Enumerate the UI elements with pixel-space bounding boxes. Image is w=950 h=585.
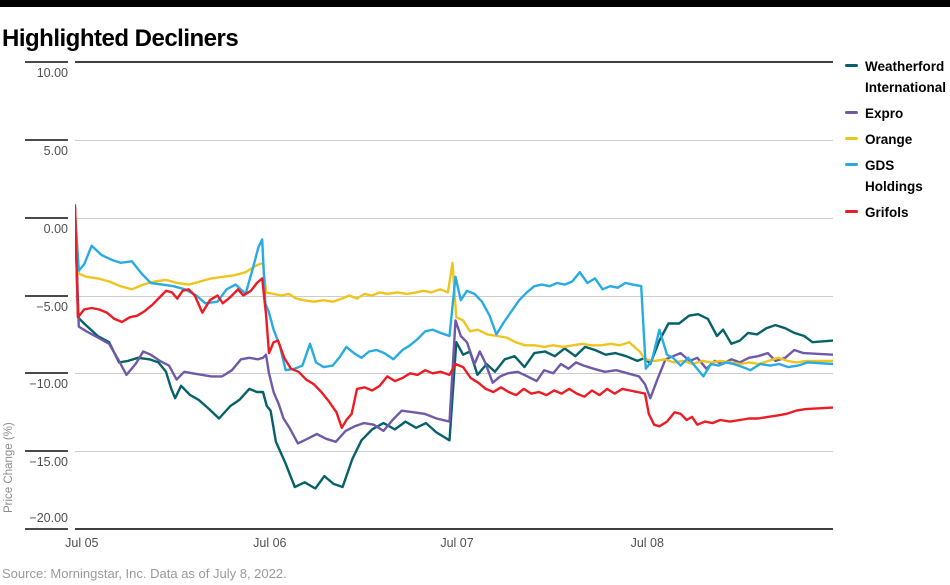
x-tick-label-jul-07: Jul 07 (440, 536, 474, 550)
x-tick-label-jul-08: Jul 08 (630, 536, 664, 550)
legend-label: Weatherford International (865, 59, 947, 95)
legend-item-expro: Expro (845, 103, 947, 124)
x-tick-label-jul-05: Jul 05 (65, 536, 99, 550)
y-tick-label-10: 10.00 (36, 66, 68, 80)
gridline--15 (75, 451, 833, 452)
y-tick-mark-10 (25, 61, 68, 63)
legend-swatch-icon (845, 111, 858, 114)
x-tick-label-jul-06: Jul 06 (253, 536, 287, 550)
gridline-10 (75, 61, 833, 63)
y-tick-mark--15 (25, 450, 68, 452)
y-tick-mark--20 (25, 528, 68, 530)
legend-label: Grifols (865, 205, 909, 220)
legend-swatch-icon (845, 210, 858, 213)
gridline--20 (75, 528, 833, 530)
y-tick-label--10: −10.00 (29, 377, 68, 391)
y-tick-label--5: −5.00 (36, 300, 68, 314)
series-line-weatherford-international (75, 207, 833, 490)
y-tick-mark--5 (25, 295, 68, 297)
y-tick-label-0: 0.00 (43, 222, 68, 236)
page-title: Highlighted Decliners (2, 25, 239, 53)
y-tick-label--20: −20.00 (29, 511, 68, 525)
series-line-expro (75, 208, 833, 445)
y-tick-mark-5 (25, 139, 68, 141)
gridline-0 (75, 218, 833, 219)
series-line-gds-holdings (75, 211, 833, 378)
legend-label: Expro (865, 106, 904, 121)
chart-legend: Weatherford International Expro Orange GDS … (845, 56, 947, 228)
y-tick-label-5: 5.00 (43, 144, 68, 158)
y-tick-label--15: −15.00 (29, 455, 68, 469)
y-tick-mark--10 (25, 372, 68, 374)
legend-item-gds-holdings: GDS Holdings (845, 155, 947, 197)
series-line-orange (75, 208, 833, 366)
plot-area (75, 203, 833, 490)
top-accent-bar (0, 0, 950, 7)
series-line-grifols (75, 203, 833, 429)
legend-item-weatherford-international: Weatherford International (845, 56, 947, 98)
legend-swatch-icon (845, 163, 858, 166)
legend-label: GDS Holdings (865, 158, 923, 194)
legend-swatch-icon (845, 64, 858, 67)
y-axis-title: Price Change (%) (3, 422, 15, 513)
y-tick-mark-0 (25, 217, 68, 219)
legend-item-orange: Orange (845, 129, 947, 150)
legend-label: Orange (865, 132, 913, 147)
source-note: Source: Morningstar, Inc. Data as of Jul… (2, 566, 287, 581)
legend-item-grifols: Grifols (845, 202, 947, 223)
gridline-5 (75, 140, 833, 141)
legend-swatch-icon (845, 137, 858, 140)
